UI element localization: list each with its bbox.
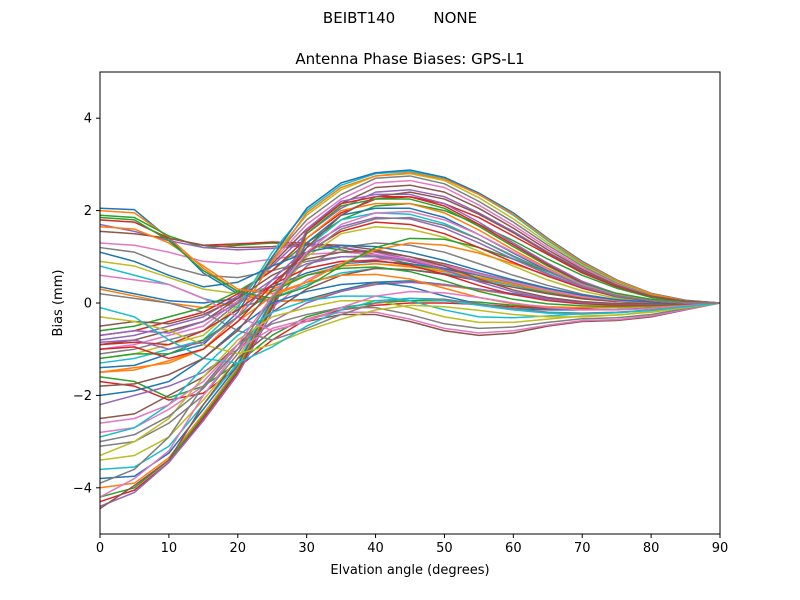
- series-line-19: [99, 172, 721, 360]
- y-tick-label: 0: [84, 297, 92, 312]
- x-tick-label: 50: [436, 541, 453, 556]
- x-axis: 0 10 20 30 40 50 60 70 80 90: [96, 534, 728, 556]
- series-layer: [99, 169, 721, 510]
- series-line-43: [99, 266, 721, 360]
- x-tick-label: 70: [574, 541, 591, 556]
- series-line-32: [99, 202, 720, 489]
- x-tick-label: 30: [298, 541, 315, 556]
- series-line-58: [99, 216, 720, 443]
- x-tick-label: 90: [712, 541, 729, 556]
- series-line-37: [99, 302, 721, 498]
- x-tick-label: 20: [230, 541, 247, 556]
- series-line-17: [99, 179, 721, 350]
- y-tick-label: −4: [73, 481, 92, 496]
- figure-suptitle: BEIBT140 NONE: [322, 9, 478, 27]
- x-tick-label: 0: [96, 541, 104, 556]
- y-axis: −4 −2 0 2 4: [73, 112, 100, 496]
- series-line-46: [99, 250, 721, 327]
- series-line-29: [99, 226, 720, 461]
- series-line-51: [99, 244, 720, 304]
- chart-title: Antenna Phase Biases: GPS-L1: [295, 50, 524, 68]
- series-line-56: [99, 191, 721, 387]
- series-line-35: [99, 193, 720, 507]
- x-tick-label: 10: [161, 541, 178, 556]
- series-line-38: [99, 302, 721, 484]
- x-tick-label: 40: [367, 541, 384, 556]
- series-line-53: [99, 216, 721, 304]
- x-axis-label: Elvation angle (degrees): [330, 563, 489, 578]
- series-line-36: [99, 302, 721, 510]
- y-axis-label: Bias (mm): [51, 270, 66, 337]
- series-line-47: [99, 274, 721, 332]
- series-line-49: [99, 302, 721, 355]
- x-tick-label: 80: [643, 541, 660, 556]
- y-tick-label: 4: [84, 112, 92, 127]
- y-tick-label: −2: [73, 389, 92, 404]
- x-tick-label: 60: [505, 541, 522, 556]
- y-tick-label: 2: [84, 204, 92, 219]
- series-line-44: [99, 259, 721, 346]
